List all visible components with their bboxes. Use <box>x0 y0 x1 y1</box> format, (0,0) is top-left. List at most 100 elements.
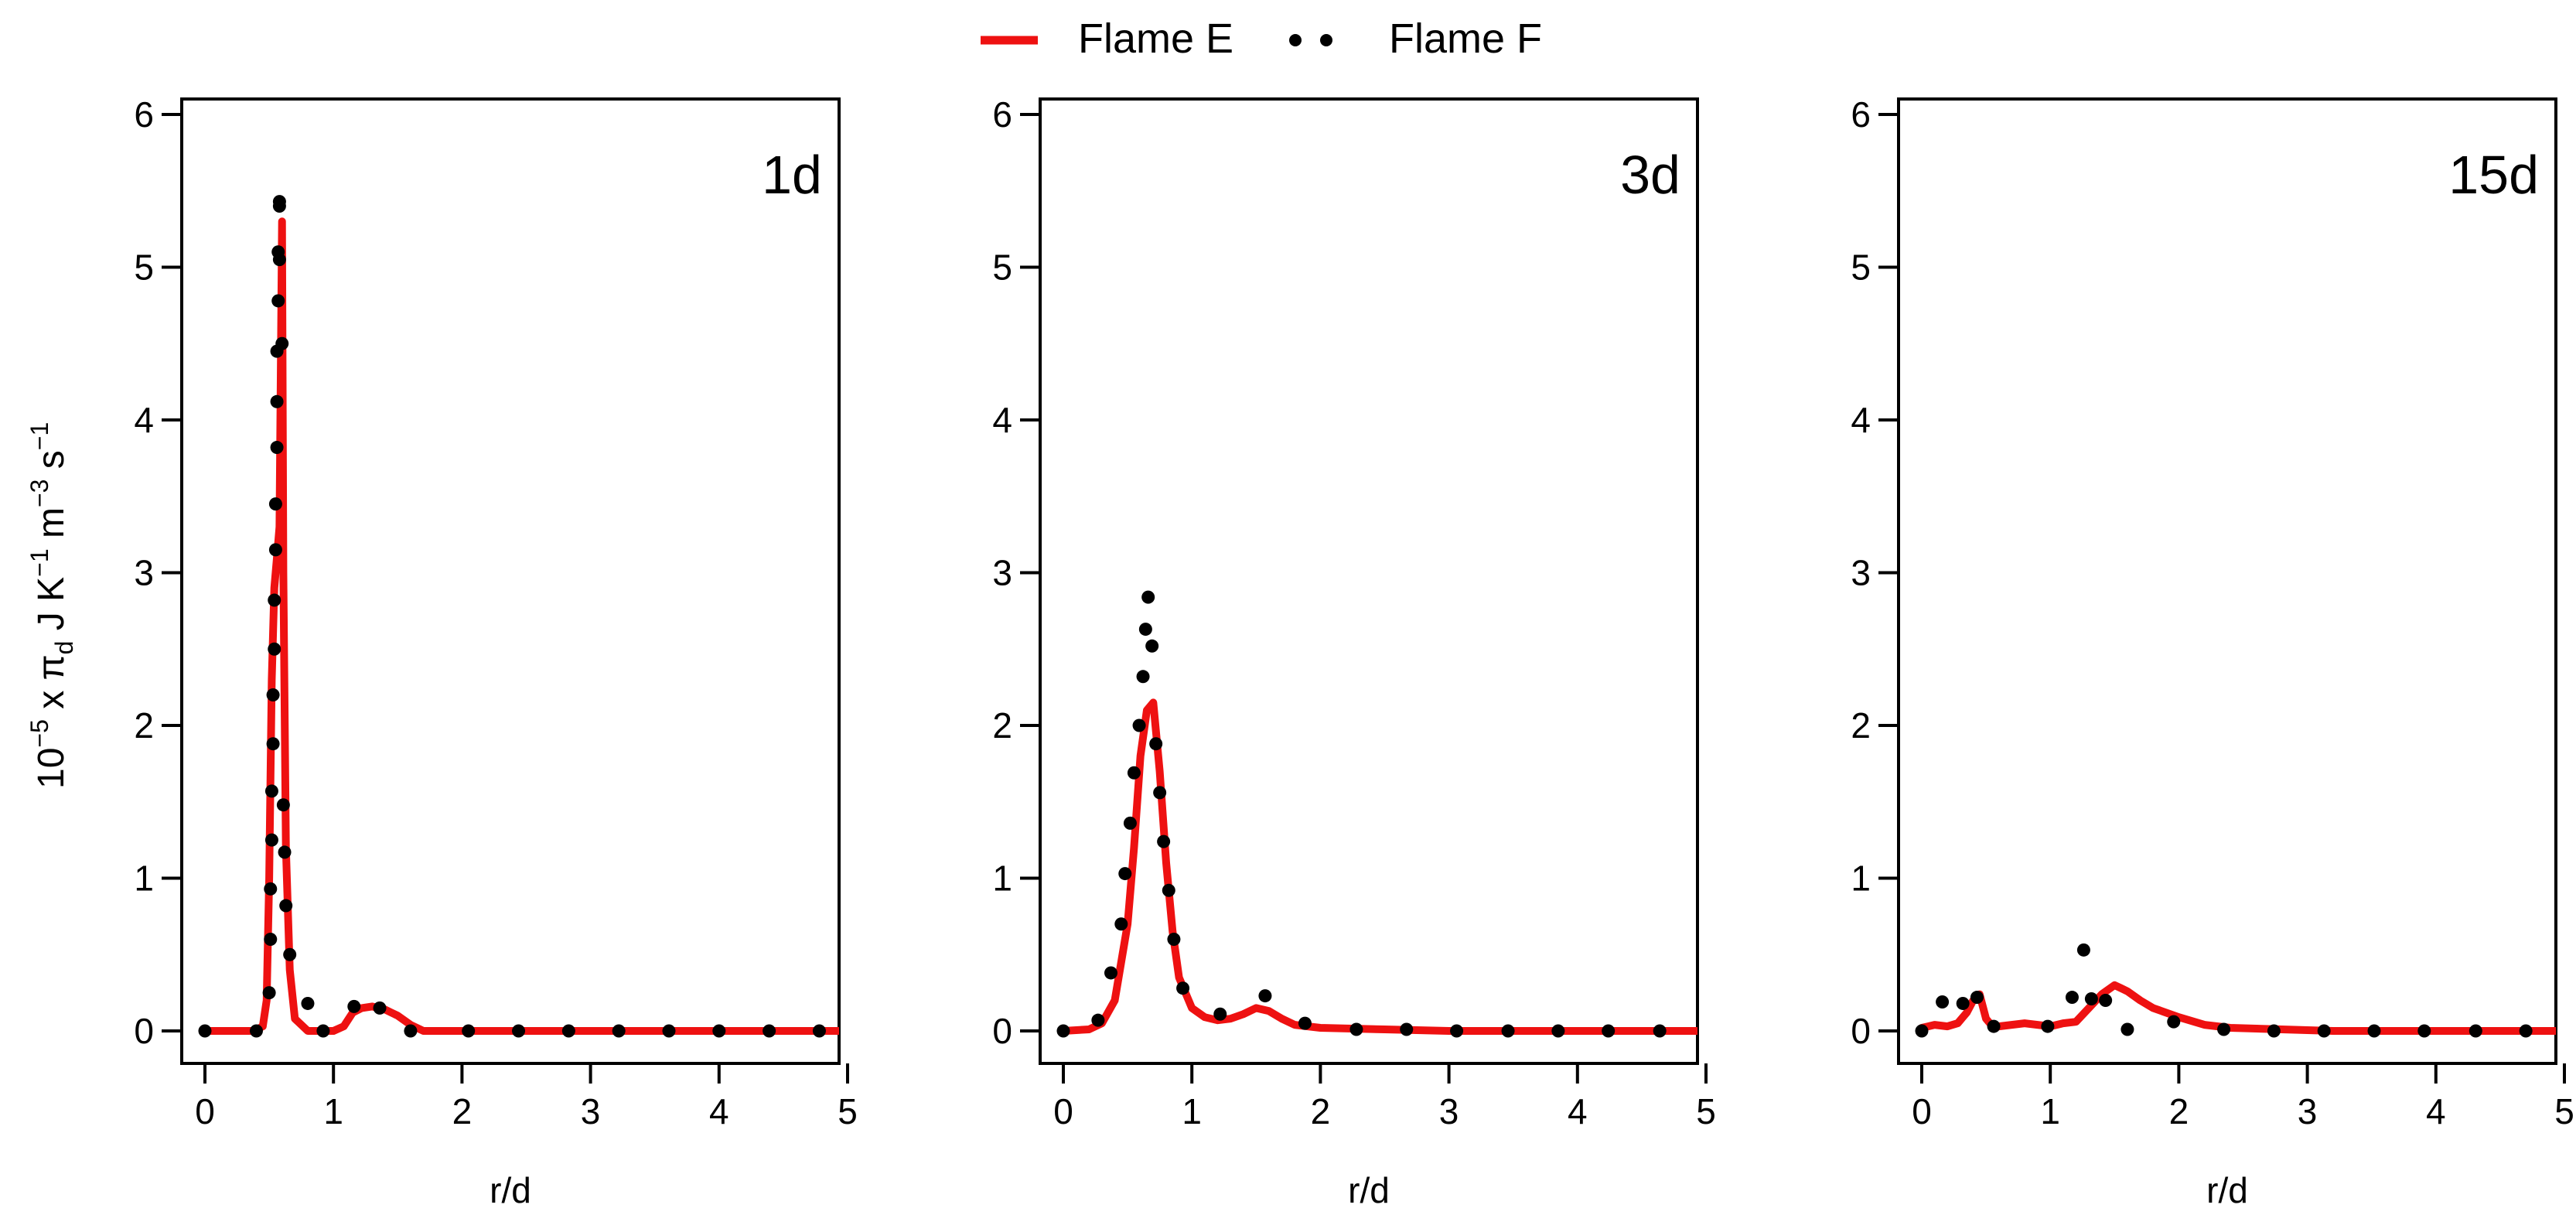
series-flame-f-point <box>1127 766 1141 780</box>
series-flame-f-point <box>301 996 315 1010</box>
x-tick-label: 2 <box>2169 1091 2189 1131</box>
series-flame-e-line <box>201 217 839 1035</box>
series-flame-f-point <box>1970 991 1984 1005</box>
y-tick-label: 6 <box>134 94 154 135</box>
series-flame-f-point <box>1153 786 1167 800</box>
panel-label: 1d <box>762 145 822 205</box>
series-flame-f-point <box>264 784 278 798</box>
y-axis-label-text: 10−5 x πd J K−1 m−3 s−1 <box>26 422 78 789</box>
plot-series-group <box>1056 590 1716 1038</box>
y-tick-label: 0 <box>1851 1011 1871 1051</box>
series-flame-f-point <box>1123 816 1137 830</box>
series-flame-e-line <box>1059 698 1697 1035</box>
series-flame-f-point <box>1349 1022 1363 1036</box>
series-flame-f-point <box>1091 1013 1105 1027</box>
series-flame-f-point <box>662 1024 676 1038</box>
series-flame-f-point <box>1450 1024 1464 1038</box>
y-tick-label: 3 <box>992 553 1012 593</box>
panel-label: 3d <box>1620 145 1680 205</box>
series-flame-f-point <box>270 394 284 408</box>
series-flame-f-point <box>278 845 292 859</box>
series-flame-f-point <box>272 200 286 213</box>
series-flame-f-point <box>1157 834 1171 848</box>
series-flame-f-point <box>2571 1025 2575 1038</box>
series-flame-f-point <box>1400 1022 1414 1036</box>
series-flame-f-point <box>1118 867 1132 881</box>
y-label-text4: s <box>31 450 72 479</box>
y-tick-label: 1 <box>1851 858 1871 899</box>
x-tick-label: 5 <box>2554 1091 2574 1131</box>
series-flame-f-point <box>271 294 285 308</box>
legend-flame-f-swatch-dot <box>1320 34 1332 46</box>
series-flame-f-point <box>1936 995 1950 1009</box>
y-axis-label: 10−5 x πd J K−1 m−3 s−1 <box>26 422 78 789</box>
series-flame-f-point <box>2065 991 2079 1005</box>
series-flame-f-point <box>373 1001 387 1015</box>
series-flame-f-point <box>2317 1024 2331 1038</box>
series-flame-f-point <box>268 543 282 557</box>
x-tick-label: 1 <box>323 1091 343 1131</box>
series-flame-f-point <box>2076 943 2090 957</box>
x-tick-label: 1 <box>1182 1091 1202 1131</box>
y-tick-label: 4 <box>134 400 154 440</box>
y-tick-label: 2 <box>134 705 154 746</box>
series-flame-f-point <box>1213 1007 1227 1021</box>
series-flame-f-point <box>1298 1016 1312 1030</box>
series-flame-f-point <box>264 882 278 896</box>
x-axis-label: r/d <box>490 1170 531 1210</box>
y-tick-label: 4 <box>1851 400 1871 440</box>
series-flame-f-point <box>1056 1024 1070 1038</box>
series-flame-f-point <box>2041 1019 2055 1033</box>
series-flame-f-point <box>1653 1024 1667 1038</box>
y-label-exp2: −1 <box>26 548 53 576</box>
series-flame-f-point <box>2121 1022 2134 1036</box>
y-label-exp3: −3 <box>26 480 53 507</box>
y-tick-label: 5 <box>1851 247 1871 288</box>
x-tick-label: 5 <box>1696 1091 1716 1131</box>
y-tick-label: 5 <box>134 247 154 288</box>
series-flame-f-point <box>2267 1024 2281 1038</box>
panel-label: 15d <box>2448 145 2539 205</box>
series-flame-f-point <box>1915 1024 1929 1038</box>
x-tick-label: 0 <box>1053 1091 1073 1131</box>
y-label-text2: J K <box>31 577 72 641</box>
series-flame-f-point <box>1703 1025 1716 1038</box>
x-tick-label: 4 <box>1568 1091 1588 1131</box>
series-flame-f-point <box>2099 994 2113 1007</box>
series-flame-f-point <box>1501 1024 1515 1038</box>
x-tick-label: 0 <box>1912 1091 1932 1131</box>
series-flame-f-point <box>249 1024 263 1038</box>
y-tick-label: 0 <box>992 1011 1012 1051</box>
y-tick-label: 3 <box>134 553 154 593</box>
series-flame-f-point <box>1104 966 1117 980</box>
series-flame-f-point <box>316 1024 330 1038</box>
y-tick-label: 5 <box>992 247 1012 288</box>
plot-frame <box>1897 97 2557 1065</box>
y-label-subscript: d <box>50 641 78 655</box>
y-tick-label: 6 <box>1851 94 1871 135</box>
series-flame-f-point <box>270 441 284 455</box>
series-flame-f-point <box>1149 737 1163 751</box>
x-axis-label: r/d <box>2206 1170 2248 1210</box>
y-label-base: 10 <box>31 748 72 789</box>
series-flame-f-point <box>561 1024 575 1038</box>
series-flame-f-point <box>1145 639 1159 653</box>
series-flame-f-point <box>2417 1024 2431 1038</box>
legend-flame-e-label: Flame E <box>1078 15 1233 62</box>
y-tick-label: 3 <box>1851 553 1871 593</box>
series-flame-f-point <box>1162 883 1175 897</box>
legend: Flame E Flame F <box>981 15 1542 62</box>
x-tick-label: 3 <box>581 1091 601 1131</box>
x-tick-label: 2 <box>1311 1091 1331 1131</box>
series-flame-f-point <box>1132 718 1146 732</box>
series-flame-f-point <box>2084 992 2098 1006</box>
plot-frame <box>1039 97 1699 1065</box>
y-tick-label: 2 <box>1851 705 1871 746</box>
x-tick-label: 0 <box>195 1091 215 1131</box>
series-flame-f-point <box>264 833 278 847</box>
legend-flame-f-label: Flame F <box>1389 15 1542 62</box>
y-label-exp4: −1 <box>26 422 53 450</box>
y-label-text1: x π <box>31 654 72 719</box>
series-flame-f-point <box>404 1024 418 1038</box>
legend-flame-f-swatch-dot <box>1289 34 1302 46</box>
